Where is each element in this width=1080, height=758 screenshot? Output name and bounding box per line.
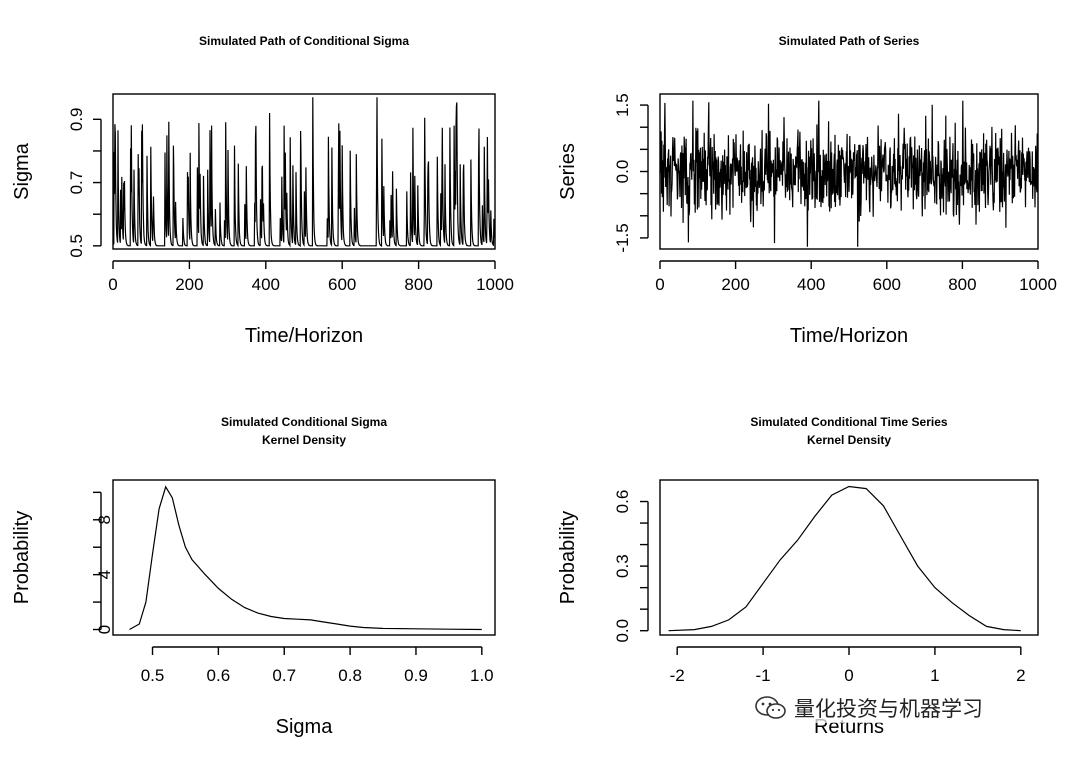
x-tick-label: 0: [655, 275, 664, 294]
x-tick-label: 0.9: [404, 666, 428, 685]
x-tick-label: 600: [328, 275, 356, 294]
y-axis-label: Series: [557, 143, 579, 200]
x-tick-label: 0: [844, 666, 853, 685]
x-tick-label: 800: [948, 275, 976, 294]
y-tick-label: 0.3: [613, 554, 632, 578]
x-tick-label: 0.8: [338, 666, 362, 685]
chart-title: Simulated Conditional Time Series: [750, 415, 947, 429]
y-tick-label: 0: [95, 625, 114, 634]
x-tick-label: 600: [873, 275, 901, 294]
chart-title: Simulated Conditional Sigma: [221, 415, 387, 429]
series-line: [129, 485, 482, 631]
y-tick-label: 0.7: [67, 171, 86, 195]
y-axis-label: Probability: [11, 511, 33, 604]
x-tick-label: -1: [756, 666, 771, 685]
chart-title: Kernel Density: [262, 433, 346, 447]
y-tick-label: 0.0: [613, 160, 632, 184]
chart-panel-returns-density: Simulated Conditional Time Series Kernel …: [557, 415, 1039, 738]
x-tick-label: 800: [404, 275, 432, 294]
x-tick-label: 200: [721, 275, 749, 294]
x-tick-label: 0.6: [207, 666, 231, 685]
chart-title: Simulated Path of Series: [779, 34, 920, 48]
x-axis-label: Sigma: [276, 716, 334, 738]
y-tick-label: -1.5: [613, 223, 632, 252]
x-tick-label: 1000: [476, 275, 514, 294]
x-tick-label: 0: [108, 275, 117, 294]
plot-frame: [659, 479, 1039, 636]
y-tick-label: 8: [95, 515, 114, 524]
plot-frame: [112, 479, 496, 636]
x-tick-label: 1: [930, 666, 939, 685]
x-tick-label: 0.7: [272, 666, 296, 685]
y-tick-label: 0.9: [67, 107, 86, 131]
x-tick-label: 1.0: [470, 666, 494, 685]
x-tick-label: 2: [1016, 666, 1025, 685]
chart-title: Simulated Path of Conditional Sigma: [199, 34, 409, 48]
series-line: [659, 100, 1039, 247]
chart-panel-series-path: Simulated Path of Series 0 200 400 600 800 100…: [557, 34, 1057, 347]
x-axis-label: Time/Horizon: [790, 325, 908, 347]
x-tick-label: 0.5: [141, 666, 165, 685]
watermark: 量化投资与机器学习: [752, 693, 985, 723]
series-line: [112, 97, 496, 248]
series-line: [668, 485, 1021, 632]
chart-panel-sigma-path: Simulated Path of Conditional Sigma 0 200 4…: [11, 34, 514, 347]
plot-frame: [112, 93, 496, 250]
chart-title: Kernel Density: [807, 433, 891, 447]
y-tick-label: 0.0: [613, 619, 632, 643]
y-axis-label: Sigma: [11, 142, 33, 200]
y-tick-label: 0.6: [613, 490, 632, 514]
x-tick-label: 1000: [1019, 275, 1057, 294]
watermark-text: 量化投资与机器学习: [794, 697, 983, 721]
y-tick-label: 4: [95, 570, 114, 579]
x-tick-label: 400: [252, 275, 280, 294]
y-tick-label: 1.5: [613, 93, 632, 117]
x-tick-label: 200: [175, 275, 203, 294]
x-tick-label: -2: [670, 666, 685, 685]
x-tick-label: 400: [797, 275, 825, 294]
y-axis-label: Probability: [557, 511, 579, 604]
y-tick-label: 0.5: [67, 234, 86, 258]
x-axis-label: Time/Horizon: [245, 325, 363, 347]
wechat-icon: [755, 696, 786, 719]
chart-panel-sigma-density: Simulated Conditional Sigma Kernel Densit…: [11, 415, 496, 738]
